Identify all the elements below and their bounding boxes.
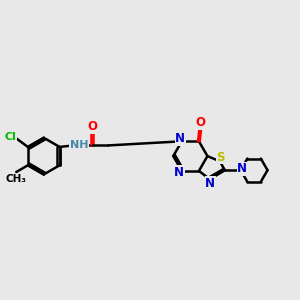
Text: N: N <box>237 162 247 175</box>
Text: N: N <box>174 166 184 179</box>
Text: S: S <box>216 151 225 164</box>
Text: N: N <box>175 132 185 146</box>
Text: CH₃: CH₃ <box>5 174 26 184</box>
Text: O: O <box>195 116 206 129</box>
Text: N: N <box>205 177 215 190</box>
Text: Cl: Cl <box>4 133 16 142</box>
Text: NH: NH <box>70 140 88 150</box>
Text: O: O <box>87 120 97 133</box>
